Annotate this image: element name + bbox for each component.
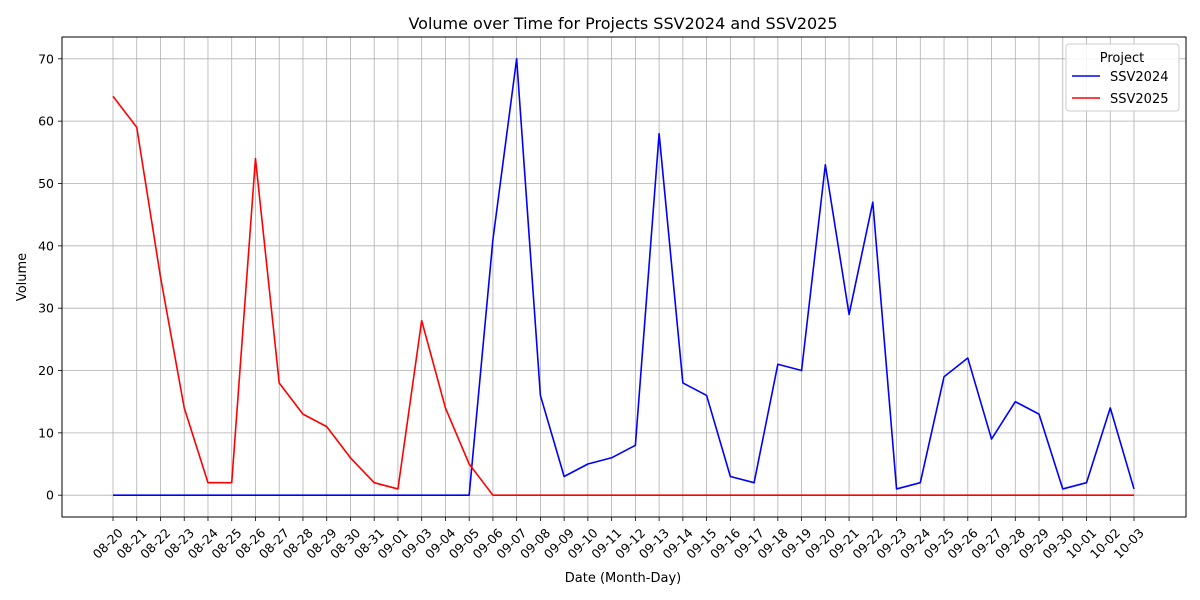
- y-axis: 0 10 20 30 40 50 60 70: [38, 51, 62, 503]
- series-line-ssv2025: [112, 95, 1134, 496]
- legend-items: SSV2024 SSV2025: [1072, 70, 1168, 107]
- x-axis: 08-2008-2108-2208-2308-2408-2508-2608-27…: [90, 517, 1147, 562]
- y-tick-label: 60: [38, 114, 54, 129]
- y-axis-label: Volume: [15, 253, 30, 301]
- legend: Project SSV2024 SSV2025: [1065, 43, 1180, 112]
- chart-title: Volume over Time for Projects SSV2024 an…: [408, 14, 837, 33]
- y-tick-label: 30: [38, 301, 54, 316]
- y-tick-label: 20: [38, 363, 54, 378]
- y-tick-label: 40: [38, 238, 54, 253]
- legend-label-ssv2025: SSV2025: [1110, 92, 1168, 107]
- series-line-ssv2024: [113, 58, 1135, 496]
- legend-title: Project: [1100, 51, 1144, 66]
- x-axis-label: Date (Month-Day): [565, 571, 681, 586]
- y-tick-label: 70: [38, 51, 54, 66]
- plot-frame: [61, 36, 1187, 518]
- grid-lines: [62, 37, 1186, 517]
- legend-box: [1065, 43, 1180, 112]
- series-lines: [112, 58, 1135, 496]
- y-tick-label: 0: [46, 488, 54, 503]
- y-tick-label: 50: [38, 176, 54, 191]
- y-tick-label: 10: [38, 425, 54, 440]
- legend-label-ssv2024: SSV2024: [1110, 70, 1168, 85]
